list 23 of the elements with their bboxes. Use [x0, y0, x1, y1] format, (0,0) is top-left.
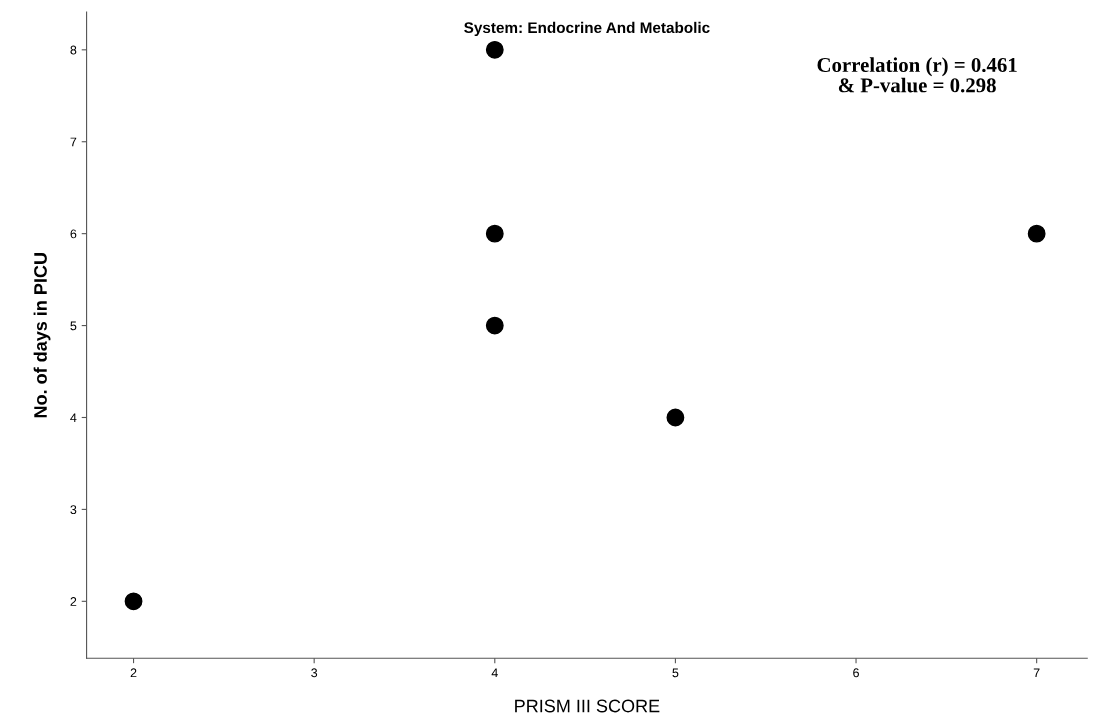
point: [485, 224, 504, 243]
x-tick-label: 4: [491, 668, 498, 678]
y-tick-label: 3: [70, 505, 77, 515]
y-tick-label: 6: [70, 229, 77, 239]
y-tick-label: 2: [70, 597, 77, 606]
x-tick-label: 5: [672, 668, 679, 678]
point: [485, 40, 504, 59]
y-tick-label: 4: [70, 413, 77, 423]
y-tick-label: 7: [70, 137, 77, 147]
x-tick-label: 2: [130, 668, 137, 678]
x-tick-label: 6: [853, 668, 859, 678]
annotation: Correlation (r) = 0.461 & P-value = 0.298: [817, 57, 1017, 93]
y-tick-label: 5: [70, 321, 77, 331]
point: [1027, 224, 1046, 243]
y-tick-label: 8: [70, 45, 77, 55]
y-axis-title: No. of days in PICU: [33, 253, 51, 418]
x-tick-label: 7: [1033, 668, 1040, 678]
point: [124, 592, 143, 611]
x-axis-title: PRISM III SCORE: [515, 699, 660, 713]
point: [666, 408, 685, 427]
x-tick-label: 3: [311, 668, 318, 678]
point: [485, 316, 504, 335]
text: System: Endocrine And Metabolic: [464, 21, 710, 37]
